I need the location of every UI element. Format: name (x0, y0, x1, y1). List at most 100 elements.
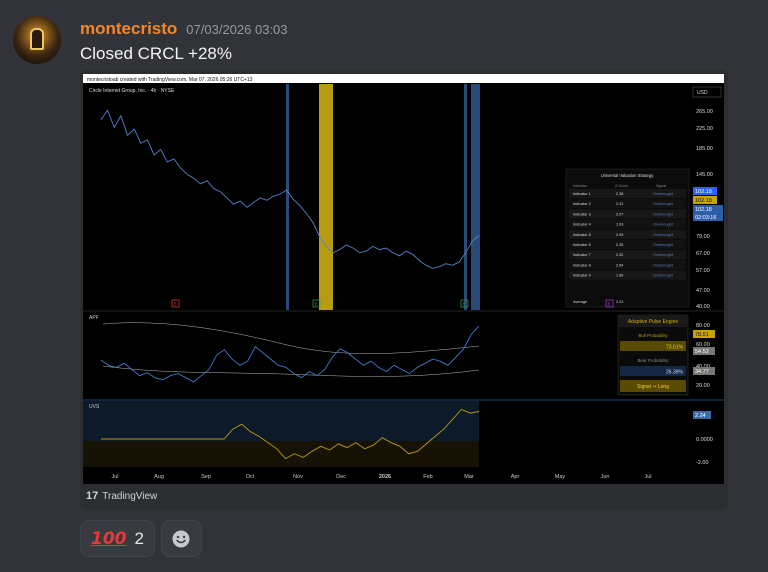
table-rows: Indicator 1 2.38 Overbought Indicator 2 2.41… (569, 189, 686, 280)
price-tick: 225.00 (696, 126, 713, 132)
countdown-tag: 02:03:16 (695, 215, 716, 221)
chart-caption-bar (83, 74, 724, 83)
table-cell: Overbought (653, 223, 674, 227)
time-tick: Jun (601, 474, 610, 480)
table-cell: 1.96 (616, 274, 623, 278)
currency-label: USD (697, 90, 708, 96)
bear-label: Bear Probability (638, 358, 670, 363)
price-tick: 265.00 (696, 109, 713, 115)
time-tick: Apr (511, 474, 520, 480)
event-markers: E E E E (171, 299, 614, 308)
table-row (569, 199, 686, 209)
table-cell: Indicator 5 (573, 233, 591, 237)
reaction-100[interactable]: 100 2 (80, 520, 155, 557)
time-tick: Oct (246, 474, 255, 480)
table-cell: Indicator 4 (573, 223, 591, 227)
table-cell: Indicator 7 (573, 253, 591, 257)
event-marker: E (315, 302, 318, 307)
apf-tick: 80.00 (696, 323, 710, 329)
uvs-tag: 2.24 (695, 413, 706, 419)
table-title: Universal Valuation Strategy (601, 173, 654, 178)
add-reaction-button[interactable] (160, 520, 202, 557)
table-cell: 2.32 (616, 253, 623, 257)
table-cell: Indicator 8 (573, 263, 591, 267)
author-avatar[interactable] (13, 16, 61, 64)
apf-label: APF (89, 315, 99, 321)
table-row (569, 270, 686, 280)
table-average-value: 2.24 (616, 300, 623, 304)
price-tick: 57.00 (696, 268, 710, 274)
table-row (569, 260, 686, 270)
time-axis: Jul Aug Sep Oct Nov Dec 2026 Feb Mar Apr May Jun Jul (111, 474, 651, 480)
uvs-tag-bg (693, 411, 711, 419)
uvs-label: UVS (89, 404, 100, 410)
table-header: Z-Score (615, 184, 628, 188)
price-tag: 102.18 (695, 198, 712, 204)
time-tick: Jul (111, 474, 118, 480)
table-cell: 2.35 (616, 243, 623, 247)
table-cell: 2.07 (616, 212, 623, 216)
valuation-table: Universal Valuation Strategy Indicator Z… (565, 168, 690, 308)
table-cell: Overbought (653, 233, 674, 237)
table-cell: Indicator 1 (573, 192, 591, 196)
message-header: montecristo 07/03/2026 03:03 (80, 19, 288, 39)
table-cell: Overbought (653, 212, 674, 216)
event-marker: E (174, 302, 177, 307)
engine-title: Adaptive Pulse Engine (628, 319, 679, 325)
uvs-tick: -2.00 (696, 460, 709, 466)
bear-value: 26.39% (666, 370, 684, 376)
signal-label: Signal ⇒ Long (637, 384, 669, 390)
event-marker: E (463, 302, 466, 307)
chart-screenshot[interactable]: montecristoab created with TradingView.c… (83, 74, 724, 484)
time-tick: Dec (336, 474, 346, 480)
table-cell: 2.41 (616, 202, 623, 206)
table-header: Indicator (573, 184, 588, 188)
band-yellow (319, 84, 333, 310)
tradingview-logo-icon: 17 (86, 490, 99, 502)
time-tick: Jul (644, 474, 651, 480)
time-tick: Sep (201, 474, 211, 480)
chart-top-caption: montecristoab created with TradingView.c… (87, 77, 253, 83)
avatar-figure-icon (30, 28, 44, 50)
time-tick: 2026 (379, 474, 391, 480)
table-cell: Indicator 6 (573, 243, 591, 247)
smiley-icon (172, 530, 190, 547)
apf-tag-bg (693, 330, 715, 338)
apf-line (100, 325, 480, 383)
price-tick: 145.00 (696, 172, 713, 178)
time-tick: Nov (293, 474, 303, 480)
apf-tick: 20.00 (696, 383, 710, 389)
table-header: Signal (656, 184, 666, 188)
price-tick: 40.00 (696, 304, 710, 310)
table-row (569, 250, 686, 260)
price-tick: 47.00 (696, 288, 710, 294)
time-tick: Mar (464, 474, 474, 480)
currency-box (692, 86, 722, 98)
bull-label: Bull Probability (638, 333, 668, 338)
table-row (569, 189, 686, 198)
uvs-upper-zone (83, 401, 479, 441)
apf-tag-bg (693, 367, 715, 375)
time-tick: May (555, 474, 566, 480)
table-cell: 2.09 (616, 233, 623, 237)
tradingview-label: TradingView (102, 490, 158, 502)
table-cell: Overbought (653, 253, 674, 257)
event-marker: E (608, 302, 611, 307)
time-tick: Feb (423, 474, 432, 480)
table-row (569, 219, 686, 229)
price-tag-bg (693, 205, 723, 221)
reactions-bar: 100 2 (80, 520, 202, 557)
table-cell: Indicator 2 (573, 202, 591, 206)
apf-upper-band (102, 322, 480, 354)
apf-lower-band (102, 365, 480, 377)
table-cell: Overbought (653, 202, 674, 206)
price-tick: 67.00 (696, 251, 710, 257)
price-tick: 185.00 (696, 146, 713, 152)
table-cell: 2.38 (616, 192, 623, 196)
price-tick: 79.00 (696, 234, 710, 240)
table-cell: Overbought (653, 263, 674, 267)
pulse-engine-table: Adaptive Pulse Engine Bull Probability 7… (617, 314, 689, 396)
author-username[interactable]: montecristo (80, 19, 178, 38)
tradingview-credit[interactable]: 17 TradingView (86, 490, 157, 502)
uvs-line (101, 408, 480, 460)
